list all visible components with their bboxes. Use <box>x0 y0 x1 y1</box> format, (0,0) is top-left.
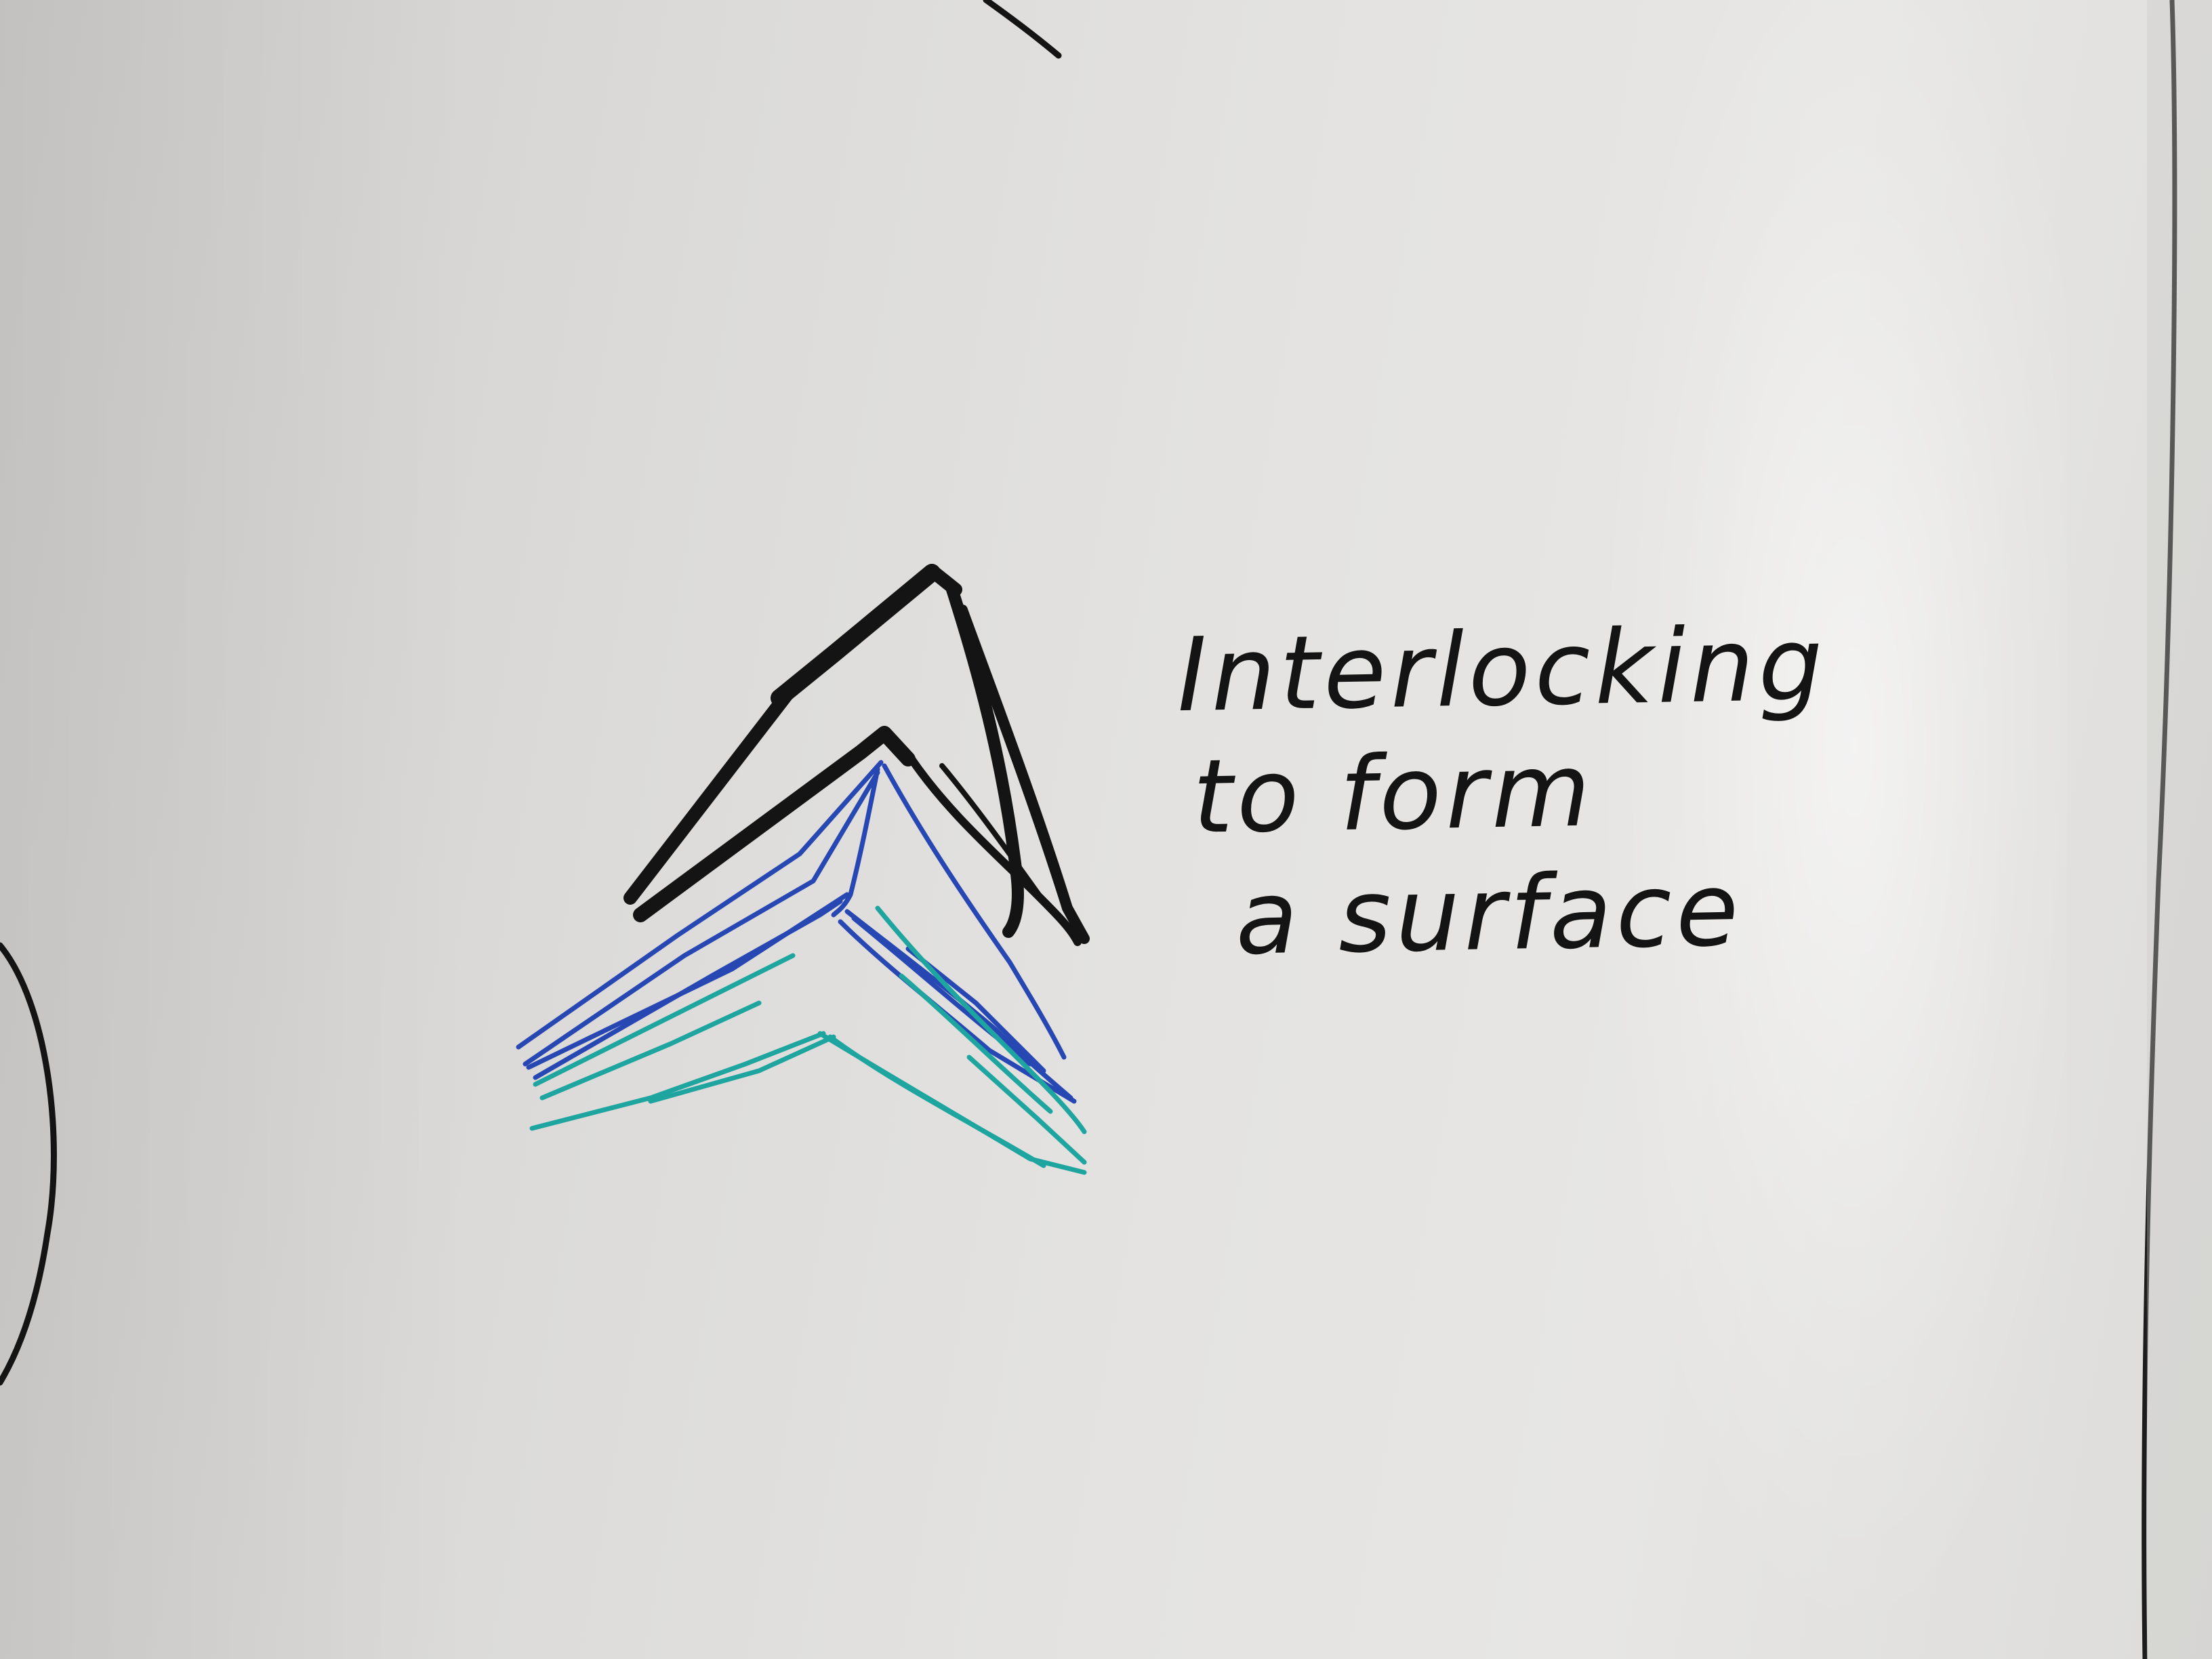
board-frame-border <box>2147 0 2212 1659</box>
board-shadow <box>0 0 474 1659</box>
top-edge-stroke <box>983 0 1062 59</box>
blue-chevron <box>516 760 1077 1104</box>
black-chevron <box>623 564 1090 946</box>
note-line-1: Interlocking <box>1176 605 1828 735</box>
handwritten-note: Interlocking to form a surface <box>1176 605 1828 981</box>
teal-chevron <box>529 905 1087 1175</box>
partial-circle-stroke <box>0 942 57 1386</box>
board-glare <box>1593 0 2067 1659</box>
board-frame-edge <box>2142 0 2177 1659</box>
note-line-3: a surface <box>1234 851 1744 978</box>
note-line-2: to form <box>1191 731 1596 857</box>
